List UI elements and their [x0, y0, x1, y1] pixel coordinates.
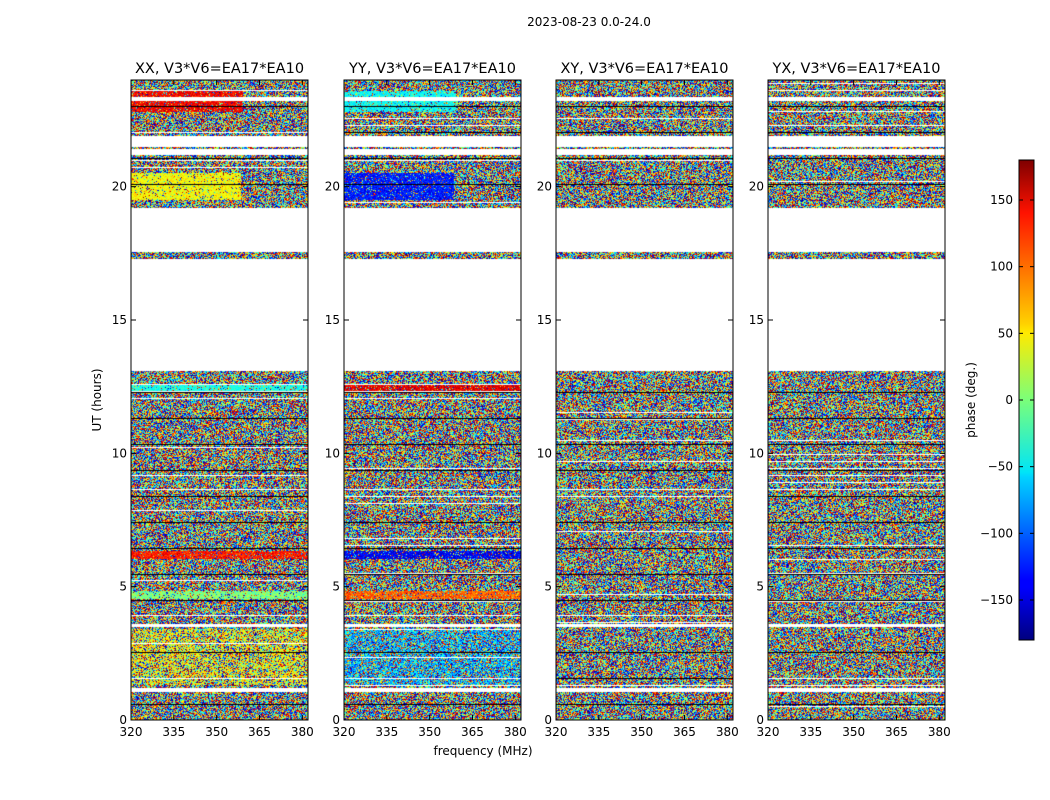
y-tick-label: 15: [112, 313, 127, 327]
colorbar: 150 100 50 0 −50 −100 −150 phase (deg.): [964, 159, 1035, 641]
colorbar-tick-label: −150: [980, 593, 1013, 607]
xx-panel-frame: [130, 79, 309, 721]
yx-panel-heatmap: [768, 80, 945, 720]
x-tick-label: 320: [333, 725, 356, 739]
xy-panel: XY, V3*V6=EA17*EA10 320 335 350 365 380 0 5 10 15…: [537, 61, 739, 739]
y-tick-label: 0: [544, 713, 552, 727]
x-tick-label: 365: [673, 725, 696, 739]
xy-panel-frame: [555, 79, 734, 721]
y-tick-label: 0: [756, 713, 764, 727]
y-tick-label: 5: [119, 580, 127, 594]
yx-panel: YX, V3*V6=EA17*EA10 320 335 350 365 380 0 5 10 15…: [749, 61, 951, 739]
y-tick-label: 20: [537, 180, 552, 194]
colorbar-tick-label: −50: [988, 460, 1013, 474]
y-tick-label: 0: [119, 713, 127, 727]
y-tick-label: 10: [537, 446, 552, 460]
yx-panel-heatmap-canvas: [768, 80, 945, 720]
y-tick-label: 15: [749, 313, 764, 327]
panel-group: XX, V3*V6=EA17*EA10 320 335 350 365 380 0 5 10 15…: [112, 61, 951, 739]
y-tick-label: 20: [749, 180, 764, 194]
y-tick-label: 15: [325, 313, 340, 327]
x-tick-label: 380: [716, 725, 739, 739]
x-tick-label: 335: [799, 725, 822, 739]
xy-panel-heatmap: [556, 80, 733, 720]
y-tick-label: 20: [325, 180, 340, 194]
x-tick-label: 335: [375, 725, 398, 739]
xx-panel-title: XX, V3*V6=EA17*EA10: [135, 61, 304, 77]
y-tick-label: 20: [112, 180, 127, 194]
x-tick-label: 350: [418, 725, 441, 739]
yx-panel-title: YX, V3*V6=EA17*EA10: [771, 61, 940, 77]
x-tick-label: 365: [461, 725, 484, 739]
x-tick-label: 320: [120, 725, 143, 739]
xx-panel-heatmap-canvas: [131, 80, 308, 720]
xx-panel-heatmap: [131, 80, 308, 720]
colorbar-ticks: 150 100 50 0 −50 −100 −150: [980, 193, 1034, 607]
y-tick-label: 5: [332, 580, 340, 594]
y-tick-label: 10: [112, 446, 127, 460]
y-tick-label: 5: [544, 580, 552, 594]
x-tick-label: 350: [630, 725, 653, 739]
colorbar-label: phase (deg.): [964, 362, 978, 438]
x-tick-label: 350: [842, 725, 865, 739]
y-tick-label: 5: [756, 580, 764, 594]
figure-suptitle: 2023-08-23 0.0-24.0: [527, 15, 651, 29]
y-tick-label: 15: [537, 313, 552, 327]
x-tick-label: 365: [248, 725, 271, 739]
x-tick-label: 350: [205, 725, 228, 739]
x-tick-label: 320: [545, 725, 568, 739]
y-tick-label: 10: [325, 446, 340, 460]
yx-panel-frame: [767, 79, 946, 721]
xy-panel-heatmap-canvas: [556, 80, 733, 720]
x-tick-label: 380: [291, 725, 314, 739]
yy-panel-frame: [343, 79, 522, 721]
x-tick-label: 365: [885, 725, 908, 739]
xx-panel: XX, V3*V6=EA17*EA10 320 335 350 365 380 0 5 10 15…: [112, 61, 314, 739]
xy-panel-title: XY, V3*V6=EA17*EA10: [560, 61, 728, 77]
y-tick-label: 10: [749, 446, 764, 460]
x-axis-label: frequency (MHz): [433, 744, 532, 758]
x-tick-label: 335: [587, 725, 610, 739]
yy-panel: YY, V3*V6=EA17*EA10 320 335 350 365 380 0 5 10 15…: [325, 61, 527, 739]
x-tick-label: 335: [162, 725, 185, 739]
colorbar-tick-label: 50: [998, 326, 1013, 340]
y-axis-label: UT (hours): [90, 368, 104, 431]
x-tick-label: 320: [757, 725, 780, 739]
yy-panel-heatmap: [344, 80, 521, 720]
colorbar-tick-label: −100: [980, 526, 1013, 540]
colorbar-tick-label: 100: [990, 260, 1013, 274]
colorbar-tick-label: 150: [990, 193, 1013, 207]
yy-panel-title: YY, V3*V6=EA17*EA10: [348, 61, 516, 77]
x-tick-label: 380: [928, 725, 951, 739]
x-tick-label: 380: [504, 725, 527, 739]
yy-panel-heatmap-canvas: [344, 80, 521, 720]
colorbar-tick-label: 0: [1005, 393, 1013, 407]
y-tick-label: 0: [332, 713, 340, 727]
